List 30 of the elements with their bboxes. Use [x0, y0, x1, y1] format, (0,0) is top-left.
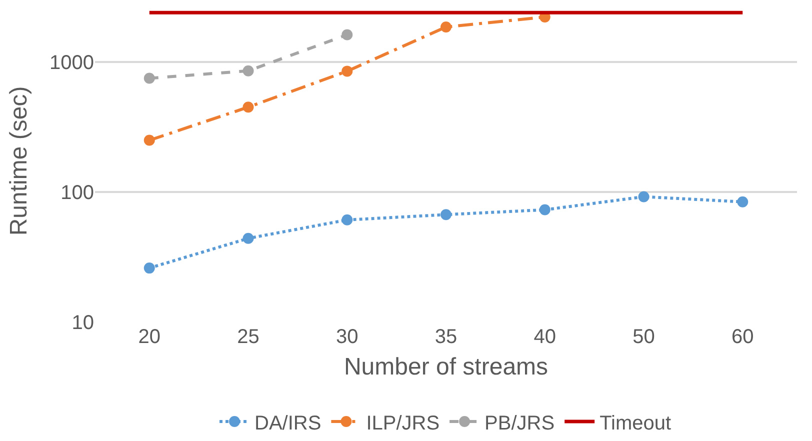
- point: [539, 204, 550, 216]
- point: [144, 134, 155, 146]
- x-tick-label: 20: [138, 326, 161, 348]
- point: [737, 196, 748, 208]
- point: [144, 72, 155, 84]
- x-tick-label: 25: [237, 326, 260, 348]
- point: [242, 102, 254, 113]
- x-tick-label: 35: [434, 326, 458, 348]
- legend-label: ILP/JRS: [366, 412, 440, 434]
- point: [342, 214, 353, 226]
- y-tick-label: 100: [60, 182, 94, 204]
- legend-label: DA/IRS: [254, 412, 322, 434]
- point: [342, 29, 353, 40]
- point: [440, 209, 452, 220]
- x-axis-title: Number of streams: [344, 353, 548, 380]
- x-tick-label: 40: [534, 326, 556, 348]
- x-tick-label: 30: [336, 326, 358, 348]
- point: [242, 232, 254, 244]
- x-tick-label: 50: [632, 326, 655, 348]
- point: [144, 262, 155, 274]
- point: [440, 21, 452, 32]
- point: [342, 66, 353, 77]
- legend-label: PB/JRS: [484, 412, 555, 434]
- y-axis-title: Runtime (sec): [6, 86, 33, 236]
- point: [242, 65, 254, 76]
- legend-label: Timeout: [600, 412, 672, 434]
- y-tick-label: 1000: [50, 52, 94, 74]
- x-tick-label: 60: [731, 326, 754, 348]
- y-tick-label: 10: [72, 312, 94, 334]
- point: [638, 191, 650, 202]
